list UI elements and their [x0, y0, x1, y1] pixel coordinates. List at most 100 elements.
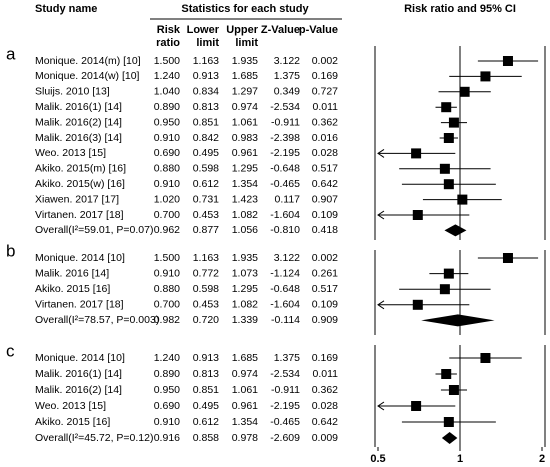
- stat-cell: 0.028: [312, 400, 338, 412]
- stat-cell: 1.375: [274, 70, 300, 82]
- stat-cell: 1.020: [154, 193, 180, 205]
- stat-cell: -0.465: [270, 178, 300, 190]
- stat-cell: 0.690: [154, 147, 180, 159]
- stat-cell: 1.073: [232, 267, 258, 279]
- study-header: Study name: [35, 3, 97, 15]
- study-name: Malik. 2016(2) [14]: [35, 116, 122, 128]
- study-name: Virtanen. 2017 [18]: [35, 299, 124, 311]
- point-estimate: [502, 56, 513, 66]
- stat-cell: 1.935: [232, 55, 258, 67]
- stat-cell: 0.700: [154, 209, 180, 221]
- stat-cell: 0.169: [312, 70, 338, 82]
- point-estimate: [443, 417, 454, 427]
- stat-cell: 0.913: [193, 70, 219, 82]
- point-estimate: [439, 284, 450, 295]
- stat-cell: 1.040: [154, 86, 180, 98]
- point-estimate: [502, 253, 513, 263]
- stat-cell: -2.398: [270, 132, 300, 144]
- stat-cell: 0.890: [154, 101, 180, 113]
- stat-cell: 0.418: [312, 224, 338, 236]
- stat-cell: 0.720: [193, 314, 219, 326]
- stat-cell: 0.813: [193, 101, 219, 113]
- stat-cell: 0.983: [232, 132, 258, 144]
- stat-cell: 0.772: [193, 267, 219, 279]
- x-tick-label: 1: [457, 453, 463, 465]
- stat-cell: 0.009: [312, 432, 338, 444]
- stat-cell: 1.423: [232, 193, 258, 205]
- point-estimate: [441, 369, 452, 379]
- stat-cell: 0.909: [312, 314, 338, 326]
- stat-cell: 0.453: [193, 299, 219, 311]
- stat-cell: 1.354: [232, 178, 258, 190]
- point-estimate: [441, 102, 452, 113]
- stat-cell: 0.961: [232, 147, 258, 159]
- stat-cell: 0.851: [193, 384, 219, 396]
- study-name: Malik. 2016(2) [14]: [35, 384, 122, 396]
- stat-cell: 0.813: [193, 368, 219, 380]
- column-header: limit: [235, 37, 258, 49]
- panel-label: c: [6, 341, 15, 360]
- stat-cell: 0.261: [312, 267, 338, 279]
- stat-cell: 0.109: [312, 209, 338, 221]
- stat-cell: 0.612: [193, 416, 219, 428]
- stat-cell: 1.240: [154, 352, 180, 364]
- column-header: Z-Value: [261, 24, 300, 36]
- study-name: Weo. 2013 [15]: [35, 147, 106, 159]
- stat-cell: 1.375: [274, 352, 300, 364]
- stat-cell: -2.195: [270, 400, 300, 412]
- stat-cell: -0.465: [270, 416, 300, 428]
- stat-cell: 0.598: [193, 283, 219, 295]
- stat-cell: 0.727: [312, 86, 338, 98]
- stat-cell: 0.982: [154, 314, 180, 326]
- panel-label: a: [6, 44, 16, 63]
- study-name: Xiawen. 2017 [17]: [35, 193, 119, 205]
- panel-label: b: [6, 241, 15, 260]
- study-name: Monique. 2014 [10]: [35, 252, 125, 264]
- point-estimate: [439, 163, 450, 174]
- point-estimate: [411, 401, 422, 411]
- study-name: Malik. 2016(1) [14]: [35, 101, 122, 113]
- stat-cell: 0.690: [154, 400, 180, 412]
- stat-cell: -0.911: [271, 116, 300, 128]
- study-name: Akiko. 2015 [16]: [35, 416, 110, 428]
- stat-cell: 0.517: [312, 163, 338, 175]
- study-name: Monique. 2014 [10]: [35, 352, 125, 364]
- stat-cell: 1.935: [232, 252, 258, 264]
- stat-cell: 0.890: [154, 368, 180, 380]
- ci-arrow: [377, 300, 385, 310]
- column-header: Risk: [157, 24, 181, 36]
- stat-cell: 1.295: [232, 283, 258, 295]
- point-estimate: [412, 299, 423, 310]
- stat-cell: -0.810: [270, 224, 300, 236]
- stat-cell: 0.858: [193, 432, 219, 444]
- stat-cell: 0.910: [154, 132, 180, 144]
- stat-cell: 0.495: [193, 147, 219, 159]
- study-name: Akiko. 2015(w) [16]: [35, 178, 125, 190]
- stat-cell: 0.612: [193, 178, 219, 190]
- stat-cell: 1.685: [232, 70, 258, 82]
- point-estimate: [459, 86, 470, 97]
- stat-cell: -1.124: [270, 267, 300, 279]
- group-header: Statistics for each study: [181, 3, 309, 15]
- overall-name: Overall(I²=78.57, P=0.003): [35, 314, 159, 326]
- stat-cell: 0.950: [154, 116, 180, 128]
- stat-cell: 3.122: [274, 252, 300, 264]
- column-header: Lower: [187, 24, 220, 36]
- stat-cell: 1.295: [232, 163, 258, 175]
- stat-cell: 1.061: [232, 384, 258, 396]
- study-name: Monique. 2014(m) [10]: [35, 55, 141, 67]
- stat-cell: 0.117: [275, 193, 301, 205]
- stat-cell: 1.339: [232, 314, 258, 326]
- stat-cell: 0.731: [193, 193, 219, 205]
- study-name: Akiko. 2015 [16]: [35, 283, 110, 295]
- stat-cell: 0.974: [232, 368, 258, 380]
- column-header: Upper: [226, 24, 259, 36]
- stat-cell: 0.495: [193, 400, 219, 412]
- point-estimate: [480, 71, 491, 82]
- stat-cell: 1.056: [232, 224, 258, 236]
- overall-name: Overall(I²=45.72, P=0.12): [35, 432, 153, 444]
- stat-cell: -0.114: [271, 314, 300, 326]
- stat-cell: -2.195: [270, 147, 300, 159]
- stat-cell: 0.880: [154, 283, 180, 295]
- point-estimate: [457, 194, 468, 205]
